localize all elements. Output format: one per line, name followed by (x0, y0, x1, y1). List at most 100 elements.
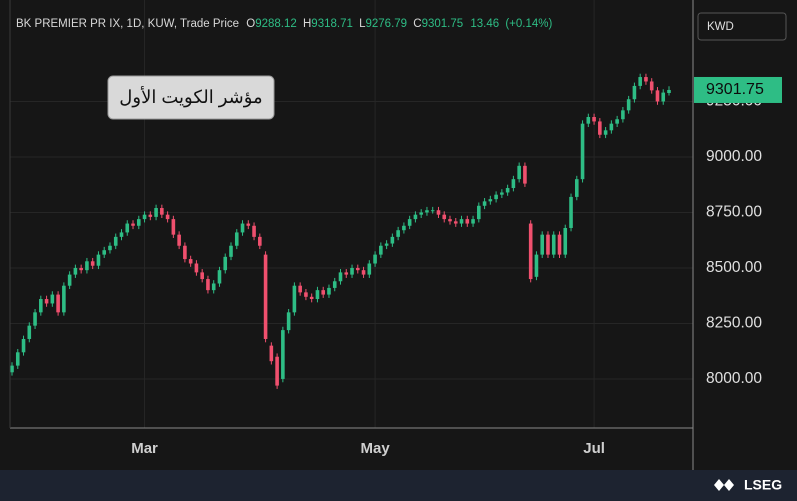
candle-body (557, 234, 562, 255)
candle-body (263, 254, 268, 339)
currency[interactable]: KWD (707, 21, 734, 33)
candle-body (361, 270, 366, 275)
candle-body (574, 179, 579, 197)
y-tick-label: 8000.00 (706, 370, 762, 387)
candle-body (258, 236, 262, 246)
candle-body (379, 245, 383, 255)
candle-body (367, 263, 372, 275)
header: BK PREMIER PR IX, 1D, KUW, Trade Price O… (16, 18, 552, 30)
candle-body (453, 221, 458, 224)
candle-body (534, 254, 539, 277)
candle-body (177, 234, 181, 246)
candle-body (667, 89, 671, 93)
candle-body (200, 272, 204, 280)
candle-body (50, 294, 55, 304)
candle-body (73, 267, 78, 275)
logo-mark (714, 479, 734, 491)
symbol: BK PREMIER PR IX, 1D, KUW, Trade Price (16, 18, 239, 30)
candle-body (246, 223, 251, 226)
candle-body (494, 194, 498, 200)
l-label: L (359, 18, 366, 30)
candle-body (500, 192, 504, 195)
candle-body (252, 225, 256, 237)
candle-body (598, 121, 602, 135)
candle-body (436, 210, 441, 215)
candle-body (644, 77, 648, 82)
candle-body (315, 290, 320, 300)
candle-body (655, 90, 660, 102)
candle-body (419, 212, 423, 215)
candle-body (482, 201, 487, 206)
candle-body (33, 312, 37, 326)
candle-body (67, 274, 72, 286)
candle-body (309, 296, 314, 300)
candle-body (528, 223, 533, 280)
candles (10, 73, 671, 389)
candle-body (638, 77, 642, 86)
candle-body (79, 267, 83, 271)
currency-box[interactable] (697, 12, 787, 41)
candle-body (477, 205, 481, 220)
candle-body (62, 285, 66, 313)
candle-body (373, 254, 377, 264)
candle-body (332, 281, 337, 288)
o-label: O (246, 18, 255, 30)
x-tick-label: Jul (583, 440, 605, 457)
annotation-box (107, 75, 275, 120)
candle-body (442, 214, 447, 220)
candle-body (234, 232, 239, 246)
candle-body (281, 330, 285, 379)
c-label: C (413, 18, 421, 30)
candle-body (615, 119, 619, 124)
candle-body (298, 285, 302, 293)
candle-body (229, 245, 233, 257)
candle-body (523, 165, 527, 184)
candle-body (165, 214, 170, 220)
candle-body (39, 299, 43, 313)
candle-body (206, 279, 210, 291)
candle-body (21, 338, 26, 353)
candle-body (355, 267, 360, 271)
candle-body (563, 227, 568, 255)
candle-body (603, 130, 608, 135)
annotation: مؤشر الكويت الأول (119, 85, 262, 108)
footer (0, 470, 797, 501)
candle-body (488, 199, 493, 202)
x-tick-label: May (360, 440, 390, 457)
candle-body (465, 219, 470, 224)
candle-body (223, 256, 228, 271)
candle-body (621, 110, 625, 120)
candle-body (609, 123, 614, 131)
candle-body (269, 345, 274, 362)
candle-body (96, 254, 101, 266)
x-tick-label: Mar (131, 440, 158, 457)
y-tick-label: 8250.00 (706, 315, 762, 332)
candle-body (142, 214, 147, 220)
candle-body (275, 356, 279, 386)
candle-body (90, 261, 95, 266)
candle-body (390, 236, 395, 244)
candle-body (85, 261, 89, 271)
candle-body (592, 116, 596, 122)
candle-body (194, 263, 199, 273)
candle-body (240, 223, 245, 233)
candle-body (292, 285, 297, 313)
candle-body (188, 259, 193, 264)
candle-body (425, 210, 429, 213)
candle-body (136, 219, 141, 226)
candle-body (459, 219, 464, 224)
candle-body (396, 230, 400, 237)
candle-body (413, 214, 418, 220)
candle-body (350, 267, 354, 275)
candle-body (154, 208, 158, 217)
candle-body (131, 223, 135, 226)
close-value: 9301.75 (422, 18, 464, 30)
candle-body (211, 283, 216, 291)
y-tick-label: 9000.00 (706, 148, 762, 165)
candle-body (448, 219, 452, 222)
candle-body (119, 232, 124, 237)
candle-body (217, 270, 222, 284)
last-price-box (694, 76, 782, 103)
